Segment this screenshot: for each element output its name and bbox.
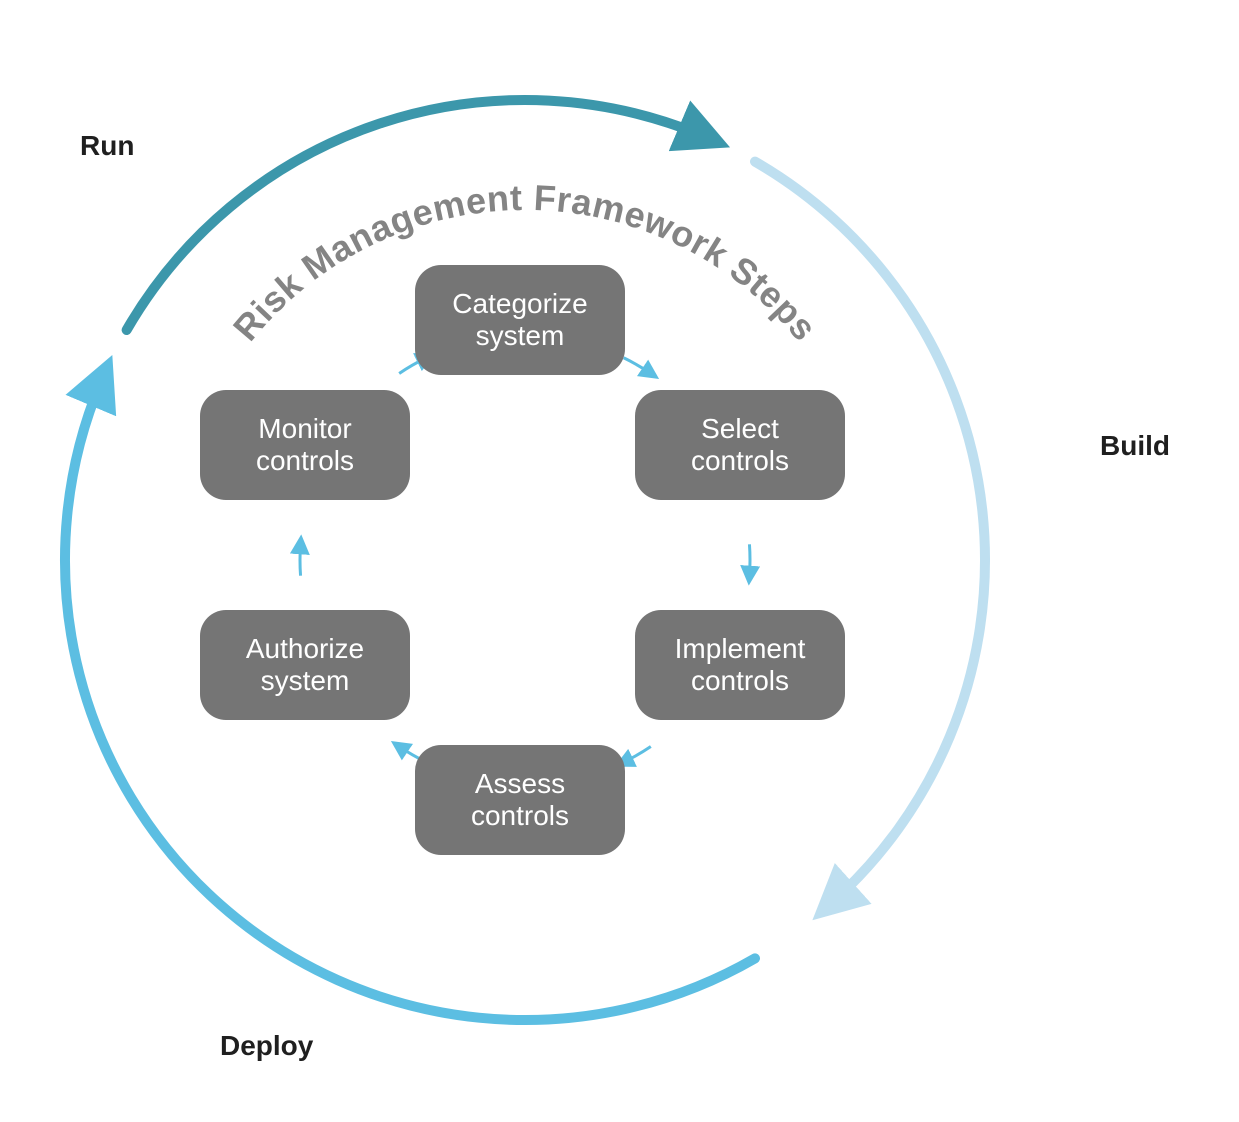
phase-label-deploy: Deploy <box>220 1030 313 1062</box>
node-implement-label: Implement controls <box>675 633 806 697</box>
node-monitor-label: Monitor controls <box>256 413 354 477</box>
phase-label-run: Run <box>80 130 134 162</box>
inner-arrow-categorize-to-select <box>624 358 651 374</box>
node-authorize: Authorize system <box>200 610 410 720</box>
node-categorize: Categorize system <box>415 265 625 375</box>
node-monitor: Monitor controls <box>200 390 410 500</box>
outer-arc-build <box>755 162 985 902</box>
node-select-label: Select controls <box>691 413 789 477</box>
inner-arrow-implement-to-assess <box>624 747 651 763</box>
inner-arrow-authorize-to-monitor <box>300 544 301 575</box>
phase-label-build: Build <box>1100 430 1170 462</box>
diagram-stage: Risk Management Framework Steps Categori… <box>0 0 1239 1122</box>
node-implement: Implement controls <box>635 610 845 720</box>
node-select: Select controls <box>635 390 845 500</box>
node-assess: Assess controls <box>415 745 625 855</box>
diagram-svg: Risk Management Framework Steps <box>0 0 1239 1122</box>
node-assess-label: Assess controls <box>471 768 569 832</box>
inner-arrow-select-to-implement <box>749 544 750 575</box>
node-authorize-label: Authorize system <box>246 633 364 697</box>
node-categorize-label: Categorize system <box>452 288 587 352</box>
